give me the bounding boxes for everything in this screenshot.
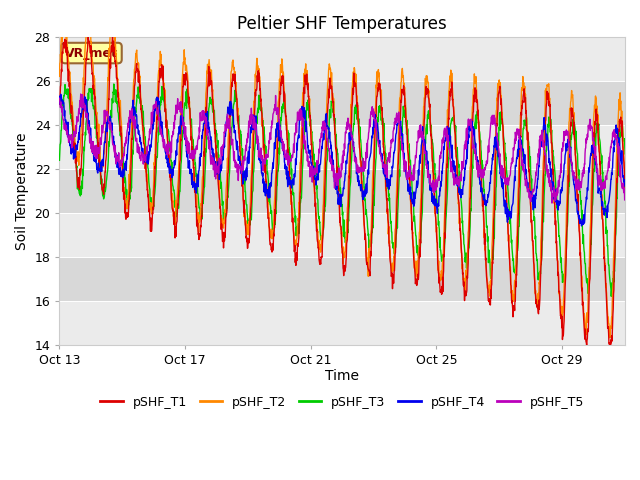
pSHF_T2 (60, 13, 68, 19)
pSHF_T2 (621, 186, 629, 192)
pSHF_T2 (357, 159, 365, 165)
pSHF_T4 (299, 112, 307, 118)
pSHF_T4 (308, 160, 316, 166)
Bar (60, 125, 625, 169)
pSHF_T3 (89, 103, 97, 108)
pSHF_T1 (299, 126, 307, 132)
pSHF_T2 (56, 73, 63, 79)
Bar (60, 81, 625, 125)
X-axis label: Time: Time (325, 369, 359, 384)
pSHF_T3 (607, 293, 615, 299)
pSHF_T4 (357, 188, 365, 193)
pSHF_T4 (57, 91, 65, 97)
pSHF_T2 (606, 335, 614, 341)
pSHF_T2 (543, 83, 551, 88)
pSHF_T5 (543, 170, 551, 176)
pSHF_T4 (621, 183, 629, 189)
pSHF_T3 (419, 180, 427, 186)
pSHF_T4 (578, 223, 586, 229)
pSHF_T1 (621, 185, 629, 191)
pSHF_T3 (56, 157, 63, 163)
pSHF_T1 (308, 141, 316, 147)
pSHF_T3 (110, 81, 118, 87)
pSHF_T5 (56, 96, 63, 101)
pSHF_T2 (419, 118, 427, 124)
pSHF_T5 (548, 200, 556, 206)
Title: Peltier SHF Temperatures: Peltier SHF Temperatures (237, 15, 447, 33)
pSHF_T3 (621, 151, 629, 157)
Bar (60, 257, 625, 300)
pSHF_T5 (357, 167, 365, 173)
Line: pSHF_T2: pSHF_T2 (60, 16, 625, 338)
Bar (60, 37, 625, 81)
pSHF_T4 (56, 96, 63, 102)
pSHF_T1 (56, 99, 63, 105)
pSHF_T1 (84, 34, 92, 40)
Bar (60, 300, 625, 345)
pSHF_T5 (299, 123, 307, 129)
pSHF_T5 (90, 139, 97, 144)
pSHF_T2 (308, 137, 316, 143)
Text: VR_met: VR_met (65, 47, 118, 60)
pSHF_T5 (621, 197, 629, 203)
pSHF_T1 (419, 142, 427, 147)
Line: pSHF_T1: pSHF_T1 (60, 37, 625, 353)
pSHF_T1 (607, 350, 614, 356)
pSHF_T1 (543, 96, 551, 102)
Bar (60, 169, 625, 213)
pSHF_T4 (419, 134, 427, 140)
Bar (60, 213, 625, 257)
pSHF_T5 (419, 132, 427, 138)
Legend: pSHF_T1, pSHF_T2, pSHF_T3, pSHF_T4, pSHF_T5: pSHF_T1, pSHF_T2, pSHF_T3, pSHF_T4, pSHF… (95, 391, 589, 414)
pSHF_T5 (77, 91, 84, 97)
pSHF_T4 (543, 134, 551, 140)
pSHF_T2 (299, 99, 307, 105)
pSHF_T3 (357, 137, 365, 143)
Y-axis label: Soil Temperature: Soil Temperature (15, 132, 29, 250)
pSHF_T1 (357, 158, 365, 164)
pSHF_T4 (90, 147, 97, 153)
Line: pSHF_T4: pSHF_T4 (60, 94, 625, 226)
pSHF_T1 (90, 86, 97, 92)
pSHF_T3 (543, 138, 551, 144)
pSHF_T5 (308, 171, 316, 177)
Line: pSHF_T5: pSHF_T5 (60, 94, 625, 203)
pSHF_T3 (299, 166, 307, 171)
pSHF_T3 (308, 130, 316, 135)
pSHF_T2 (90, 63, 97, 69)
Line: pSHF_T3: pSHF_T3 (60, 84, 625, 296)
